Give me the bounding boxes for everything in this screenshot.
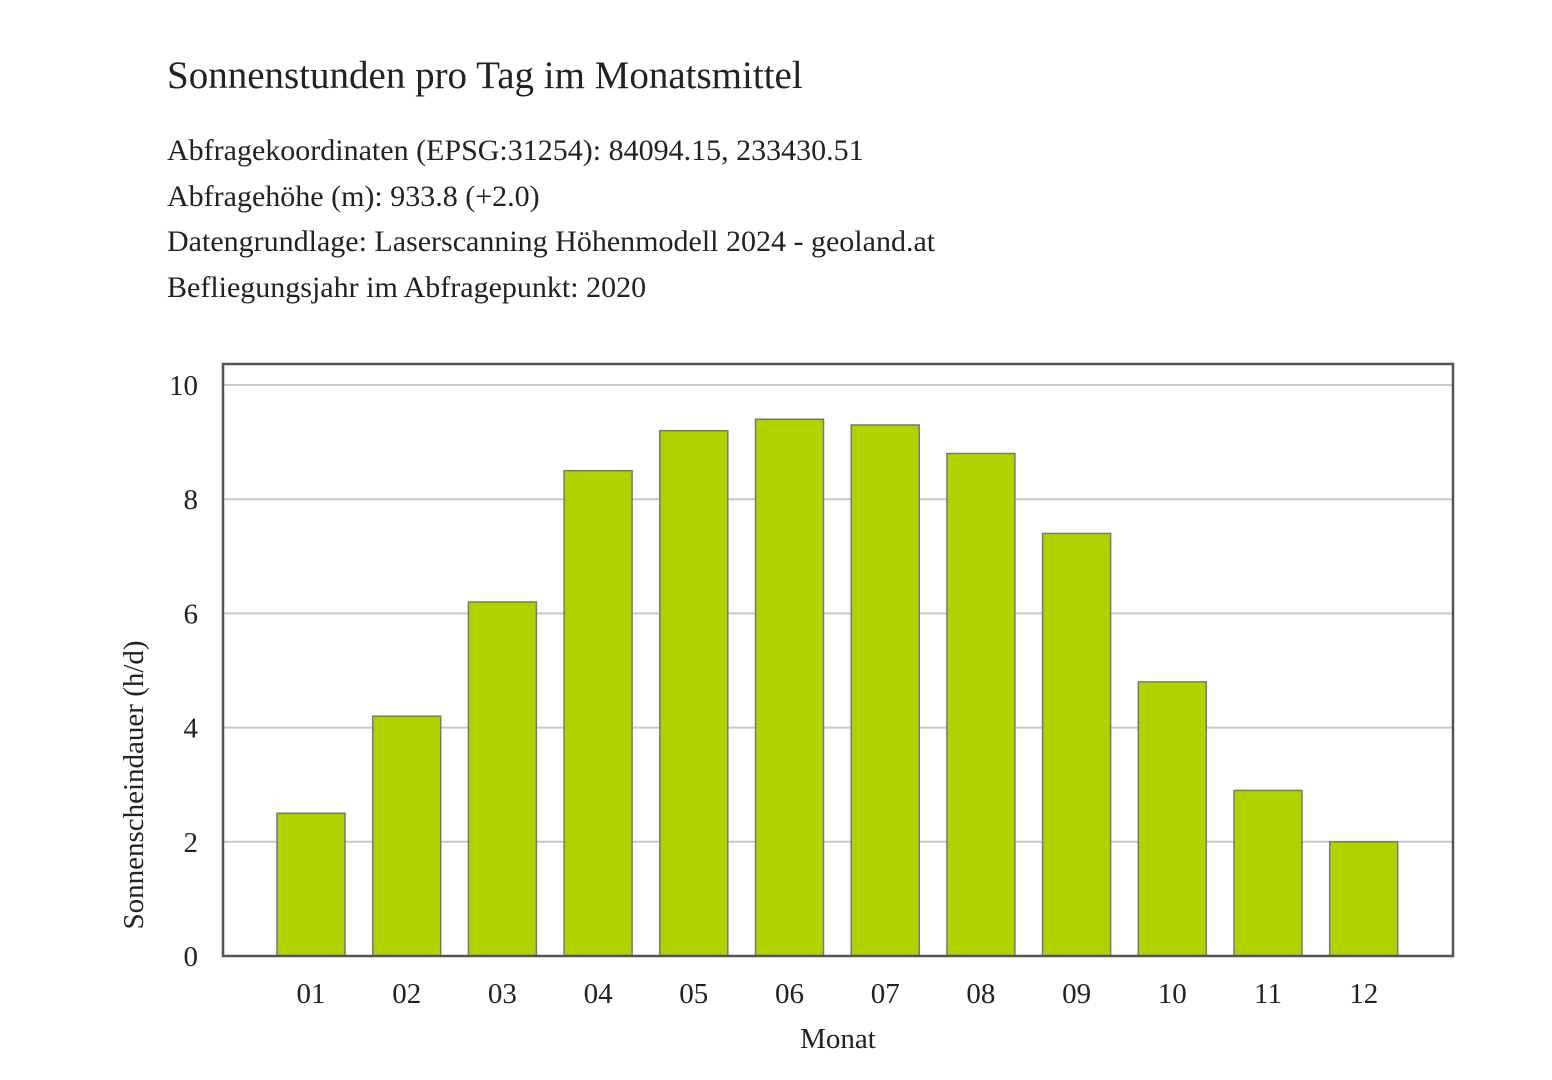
x-tick-label: 04: [584, 978, 614, 1010]
bar-08: [946, 452, 1016, 957]
x-tick-labels: 01 02 03 04 05 06 07 08 09 10 11 12: [297, 978, 1379, 1010]
y-tick-label: 4: [184, 713, 199, 745]
x-tick-label: 05: [679, 978, 708, 1010]
y-axis-label: Sonnenscheindauer (h/d): [118, 640, 150, 929]
x-tick-label: 01: [297, 978, 326, 1010]
bar-01: [276, 812, 346, 957]
y-tick-label: 2: [184, 827, 199, 859]
x-tick-label: 07: [871, 978, 900, 1010]
bar-03: [467, 601, 538, 957]
x-tick-label: 11: [1254, 978, 1282, 1010]
bar-02: [371, 715, 442, 957]
bars: [276, 418, 1399, 957]
bar-04: [563, 469, 633, 957]
bar-10: [1137, 681, 1208, 957]
bar-09: [1041, 532, 1112, 957]
x-tick-label: 02: [392, 978, 421, 1010]
query-info: Abfragekoordinaten (EPSG:31254): 84094.1…: [167, 128, 935, 310]
y-tick-label: 10: [169, 370, 198, 402]
x-axis-label: Monat: [800, 1023, 876, 1055]
bar-07: [850, 424, 920, 957]
bar-12: [1328, 841, 1399, 957]
x-tick-label: 08: [966, 978, 995, 1010]
x-tick-label: 10: [1158, 978, 1187, 1010]
bar-06: [754, 418, 825, 957]
chart-title: Sonnenstunden pro Tag im Monatsmittel: [167, 54, 803, 97]
info-coordinates: Abfragekoordinaten (EPSG:31254): 84094.1…: [167, 134, 864, 167]
y-tick-label: 6: [184, 598, 199, 630]
info-data-source: Datengrundlage: Laserscanning Höhenmodel…: [167, 225, 936, 258]
x-tick-label: 06: [775, 978, 804, 1010]
info-elevation: Abfragehöhe (m): 933.8 (+2.0): [167, 179, 540, 213]
x-tick-label: 12: [1349, 978, 1378, 1010]
y-tick-label: 8: [184, 484, 199, 516]
bar-11: [1233, 789, 1303, 957]
y-tick-labels: 0 2 4 6 8 10: [169, 370, 199, 973]
x-tick-label: 09: [1062, 978, 1091, 1010]
bar-05: [659, 429, 729, 957]
x-tick-label: 03: [488, 978, 517, 1010]
plot-frame: [221, 362, 1455, 958]
info-flight-year: Befliegungsjahr im Abfragepunkt: 2020: [167, 270, 647, 304]
y-tick-label: 0: [184, 941, 199, 973]
